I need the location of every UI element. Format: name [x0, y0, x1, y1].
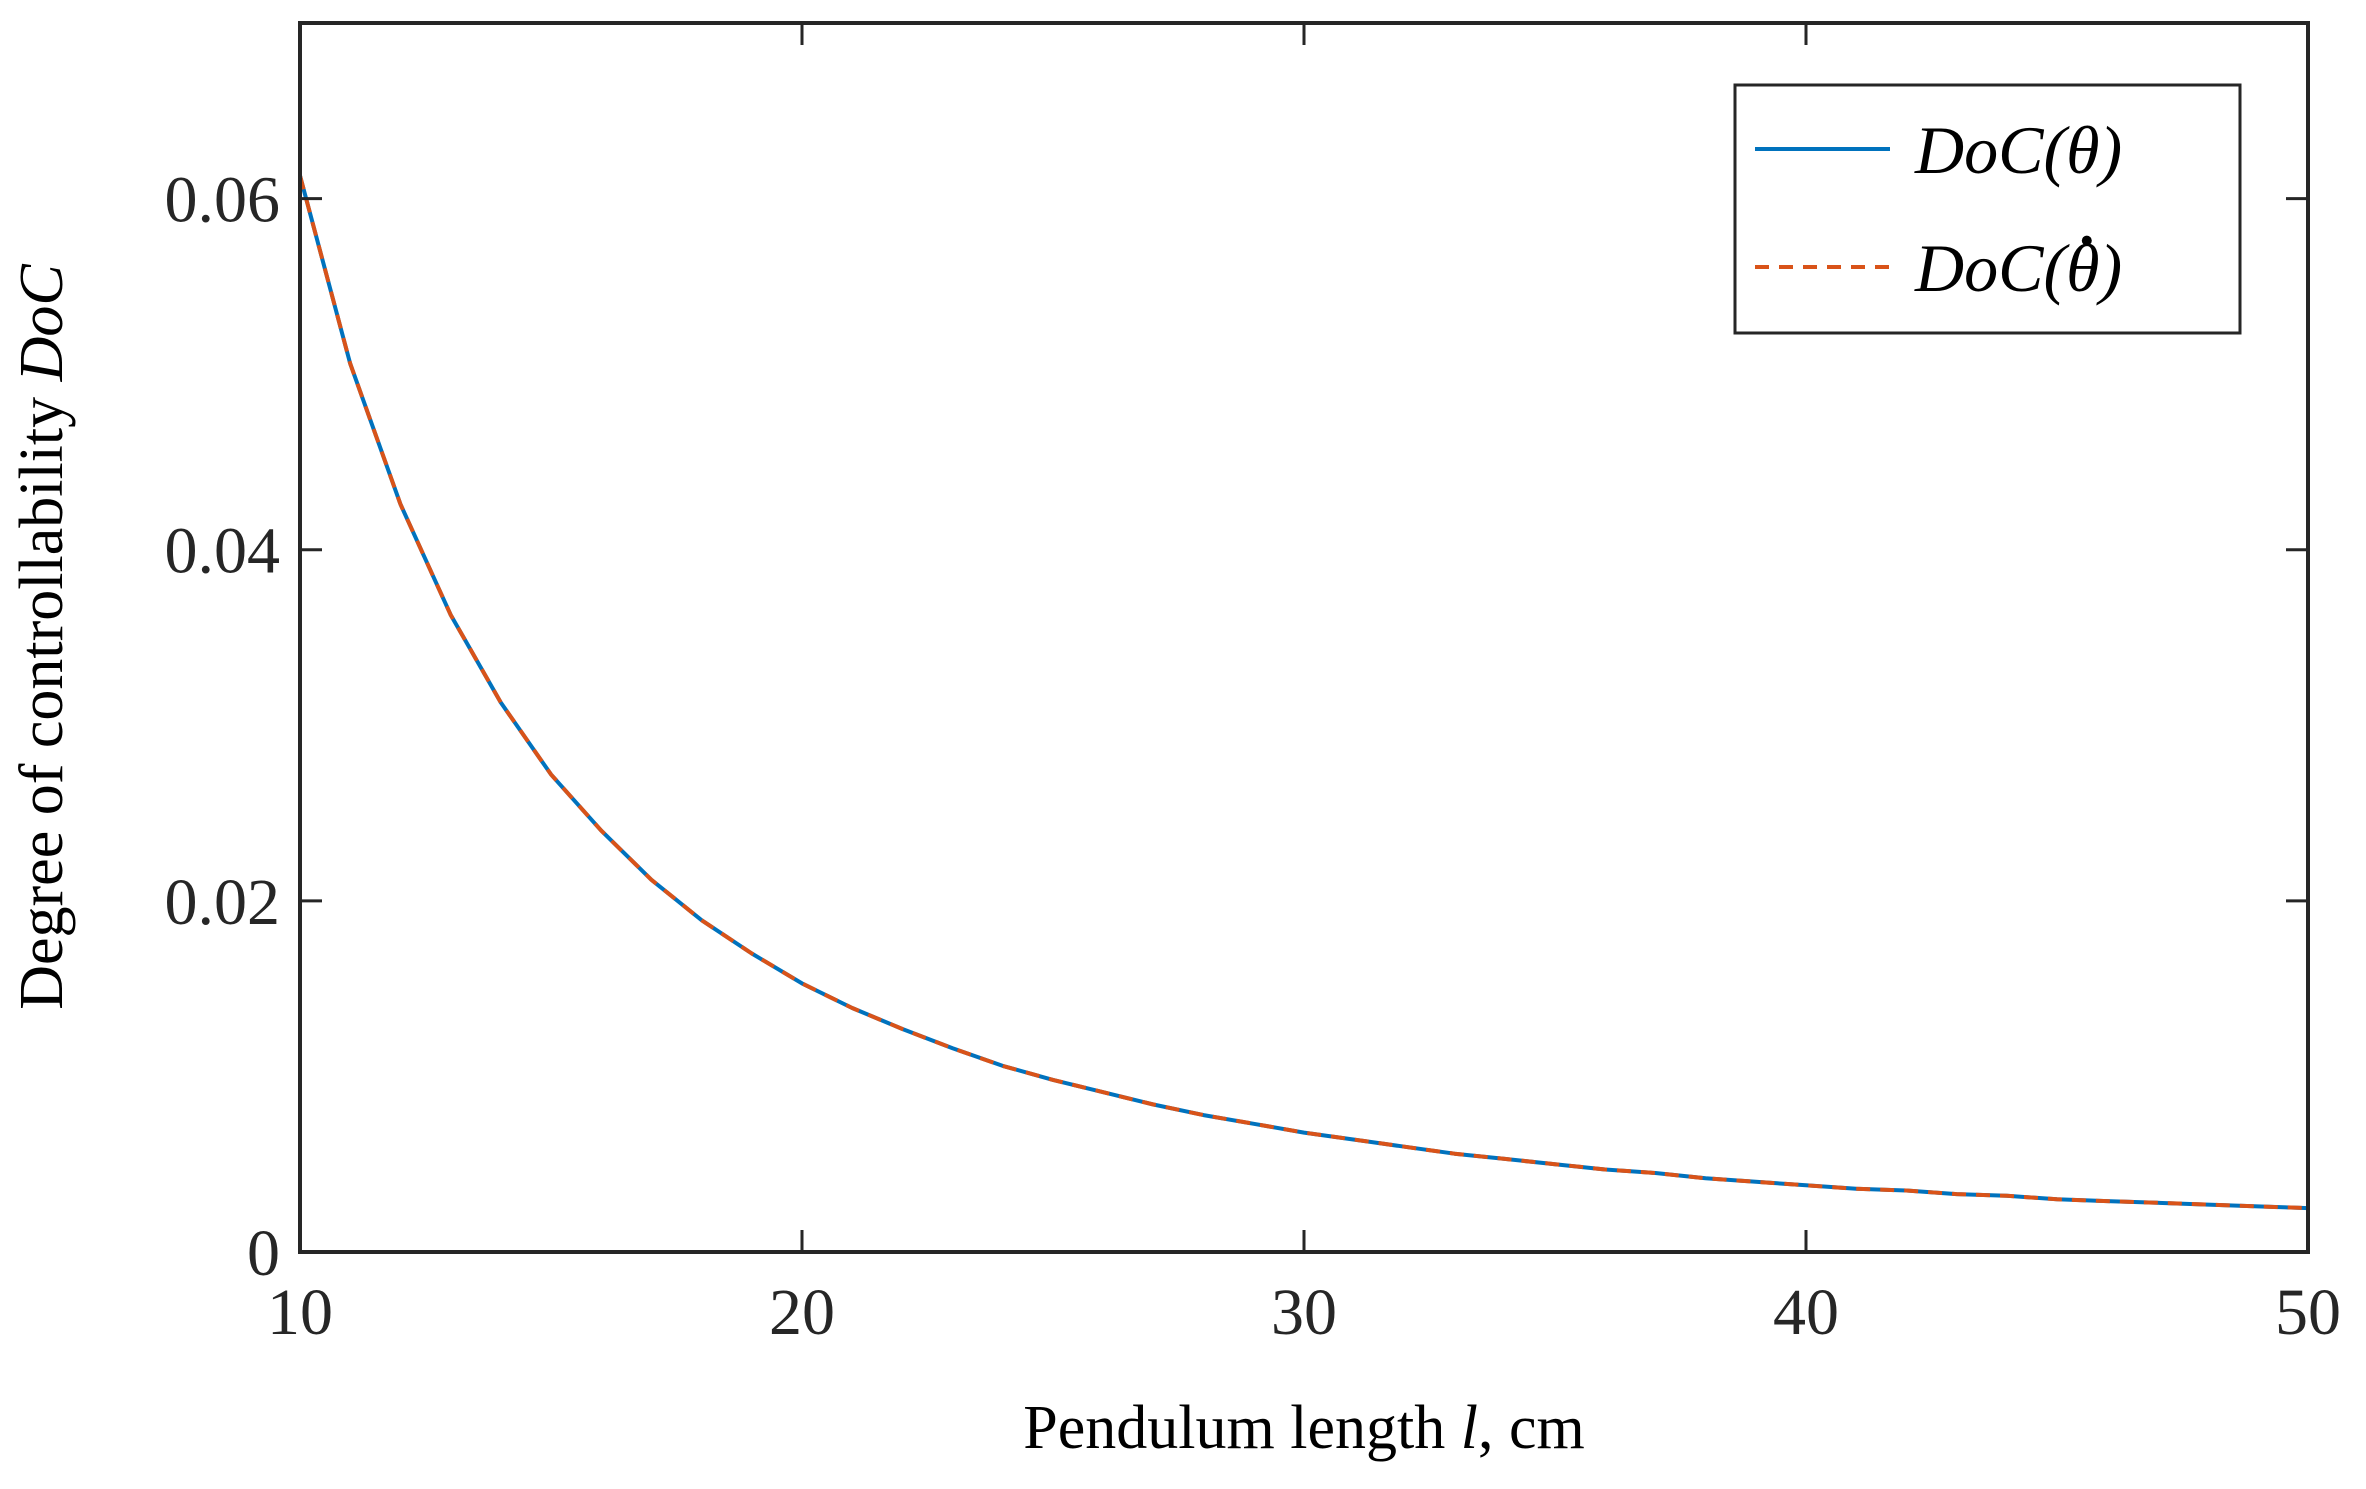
x-tick-label: 30: [1271, 1276, 1337, 1349]
legend-label-1: DoC(θ): [1914, 112, 2122, 188]
y-tick-label: 0: [247, 1217, 280, 1290]
x-tick-label: 50: [2275, 1276, 2341, 1349]
series-line-2: [298, 175, 2309, 1211]
ticks-layer: 10 20 30 40 50 0 0.02 0.04 0.06: [165, 23, 2341, 1349]
legend-dot-accent: [2081, 235, 2092, 246]
x-axis-title: Pendulum length l, cm: [1023, 1394, 1584, 1462]
x-tick-label: 40: [1773, 1276, 1839, 1349]
y-tick-label: 0.04: [165, 515, 281, 588]
y-tick-label: 0.02: [165, 866, 281, 939]
series-layer: [298, 175, 2309, 1211]
y-axis-title: Degree of controllability DoC: [8, 264, 76, 1010]
x-tick-label: 10: [267, 1276, 333, 1349]
legend: DoC(θ)DoC(θ): [1733, 83, 2242, 335]
axes-box: [298, 21, 2310, 1254]
y-tick-label: 0.06: [165, 164, 281, 237]
x-tick-label: 20: [769, 1276, 835, 1349]
legend-box: [1733, 83, 2242, 335]
